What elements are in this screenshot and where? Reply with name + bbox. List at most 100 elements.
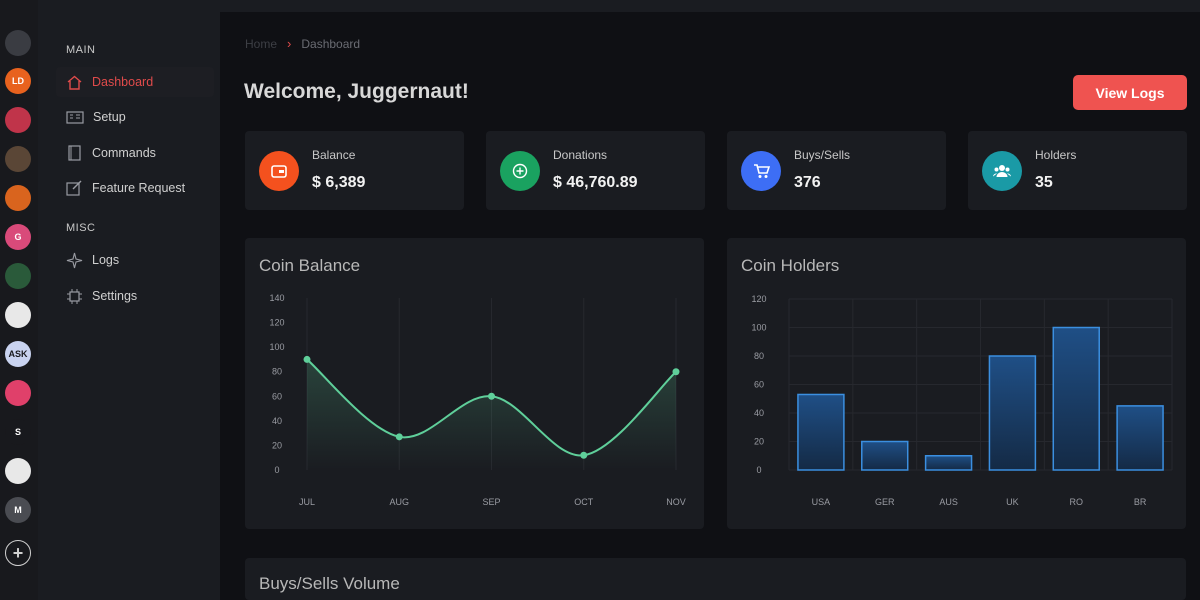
sidebar-item-label: Dashboard bbox=[92, 75, 154, 89]
x-tick-label: JUL bbox=[299, 497, 315, 507]
y-tick-label: 100 bbox=[751, 323, 766, 333]
server-icon-text: G bbox=[14, 232, 22, 242]
server-icon-m[interactable]: M bbox=[5, 497, 31, 523]
sidebar-item-setup[interactable]: Setup bbox=[56, 102, 214, 132]
stat-card-balance: Balance $ 6,389 bbox=[245, 131, 464, 210]
y-tick-label: 120 bbox=[751, 294, 766, 304]
coin-balance-panel: Coin Balance JUL AUG SEP OCT NOV 0 20 40 60 80 100… bbox=[245, 238, 704, 529]
sidebar-item-settings[interactable]: Settings bbox=[56, 281, 214, 311]
data-point[interactable] bbox=[395, 433, 403, 441]
server-icon-text: M bbox=[14, 505, 22, 515]
stat-label: Balance bbox=[312, 148, 356, 162]
server-icon-ld[interactable]: LD bbox=[5, 68, 31, 94]
add-server-icon[interactable]: + bbox=[5, 540, 31, 566]
breadcrumb-home[interactable]: Home bbox=[245, 36, 278, 51]
home-icon bbox=[67, 75, 82, 90]
location-pin-icon[interactable] bbox=[5, 30, 31, 56]
y-tick-label: 40 bbox=[272, 416, 282, 426]
server-icon-pumpkin[interactable] bbox=[5, 185, 31, 211]
server-rail: LD G ASK S M + bbox=[0, 0, 38, 600]
data-point[interactable] bbox=[672, 368, 680, 376]
sidebar-item-label: Commands bbox=[92, 146, 156, 160]
top-bar bbox=[220, 0, 1200, 12]
sidebar-section-main: MAIN bbox=[66, 44, 96, 56]
sidebar-item-label: Feature Request bbox=[92, 181, 186, 195]
server-icon-book[interactable] bbox=[5, 380, 31, 406]
x-tick-label: BR bbox=[1134, 497, 1147, 507]
x-tick-label: AUG bbox=[389, 497, 409, 507]
bar[interactable] bbox=[1052, 326, 1100, 471]
setup-icon bbox=[66, 110, 84, 124]
y-tick-label: 80 bbox=[272, 367, 282, 377]
sidebar-item-commands[interactable]: Commands bbox=[56, 138, 214, 168]
server-icon-text: LD bbox=[12, 76, 24, 86]
stat-card-buys-sells: Buys/Sells 376 bbox=[727, 131, 946, 210]
commands-icon bbox=[68, 145, 81, 161]
coin-balance-chart: JUL AUG SEP OCT NOV 0 20 40 60 80 100 120 140 bbox=[269, 293, 686, 507]
stat-value: $ 46,760.89 bbox=[553, 174, 638, 191]
bar[interactable] bbox=[1116, 405, 1164, 471]
coin-holders-panel: Coin Holders 0 20 40 60 80 100 120 USA GER AUS UK R… bbox=[727, 238, 1186, 529]
y-tick-label: 100 bbox=[269, 342, 284, 352]
sidebar-item-logs[interactable]: Logs bbox=[56, 245, 214, 275]
server-icon-holiday[interactable] bbox=[5, 263, 31, 289]
bar[interactable] bbox=[797, 393, 845, 471]
view-logs-button[interactable]: View Logs bbox=[1073, 75, 1187, 110]
chip-icon bbox=[67, 288, 82, 304]
server-icon-text: ASK bbox=[8, 349, 28, 359]
users-icon bbox=[982, 151, 1022, 191]
stat-card-holders: Holders 35 bbox=[968, 131, 1187, 210]
y-tick-label: 20 bbox=[754, 437, 764, 447]
server-icon-g[interactable]: G bbox=[5, 224, 31, 250]
sidebar-item-label: Logs bbox=[92, 253, 120, 267]
stat-value: $ 6,389 bbox=[312, 174, 366, 191]
stat-value: 35 bbox=[1035, 174, 1053, 191]
breadcrumb: Home › Dashboard bbox=[245, 36, 360, 51]
bar[interactable] bbox=[861, 440, 909, 471]
bar[interactable] bbox=[988, 355, 1037, 471]
y-tick-label: 0 bbox=[274, 465, 279, 475]
data-point[interactable] bbox=[303, 355, 311, 363]
x-tick-label: OCT bbox=[574, 497, 594, 507]
wallet-icon bbox=[259, 151, 299, 191]
server-icon-text: S bbox=[14, 427, 21, 437]
page-title: Welcome, Juggernaut! bbox=[244, 80, 469, 103]
y-tick-label: 20 bbox=[272, 440, 282, 450]
sidebar-item-label: Setup bbox=[93, 110, 126, 124]
server-icon-s[interactable]: S bbox=[5, 419, 31, 445]
x-tick-label: SEP bbox=[482, 497, 500, 507]
data-point[interactable] bbox=[580, 451, 588, 459]
y-tick-label: 120 bbox=[269, 318, 284, 328]
x-tick-label: NOV bbox=[666, 497, 686, 507]
server-icon-shield[interactable] bbox=[5, 107, 31, 133]
y-tick-label: 40 bbox=[754, 408, 764, 418]
series-area bbox=[307, 359, 676, 470]
bar[interactable] bbox=[924, 455, 973, 471]
stat-value: 376 bbox=[794, 174, 821, 191]
sidebar-section-misc: MISC bbox=[66, 222, 96, 234]
sidebar: MAIN Dashboard Setup Commands Feature Re… bbox=[38, 0, 220, 600]
sidebar-item-dashboard[interactable]: Dashboard bbox=[56, 67, 214, 97]
panel-title: Coin Balance bbox=[259, 256, 361, 275]
server-icon-ask[interactable]: ASK bbox=[5, 341, 31, 367]
server-icon-disc[interactable] bbox=[5, 458, 31, 484]
panel-title: Buys/Sells Volume bbox=[259, 574, 400, 593]
plus-circle-icon bbox=[500, 151, 540, 191]
server-icon-coins[interactable] bbox=[5, 302, 31, 328]
y-tick-label: 60 bbox=[272, 391, 282, 401]
y-tick-label: 0 bbox=[756, 465, 761, 475]
y-tick-label: 60 bbox=[754, 380, 764, 390]
panel-title: Coin Holders bbox=[741, 256, 840, 275]
x-tick-label: USA bbox=[812, 497, 831, 507]
y-tick-label: 80 bbox=[754, 351, 764, 361]
server-icon-anime[interactable] bbox=[5, 146, 31, 172]
stat-label: Donations bbox=[553, 148, 608, 162]
data-point[interactable] bbox=[488, 392, 495, 400]
sidebar-item-label: Settings bbox=[92, 289, 138, 303]
x-tick-label: GER bbox=[875, 497, 895, 507]
stat-label: Buys/Sells bbox=[794, 148, 851, 162]
x-tick-label: AUS bbox=[939, 497, 958, 507]
y-tick-label: 140 bbox=[269, 293, 284, 303]
cart-icon bbox=[741, 151, 781, 191]
sidebar-item-feature-request[interactable]: Feature Request bbox=[56, 173, 214, 203]
